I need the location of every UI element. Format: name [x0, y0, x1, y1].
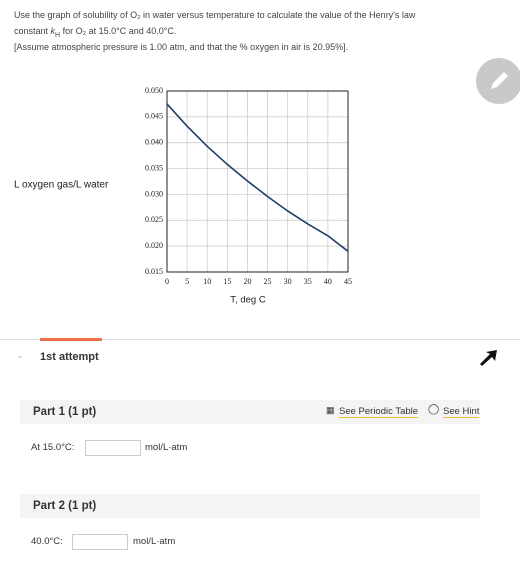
x-axis-label: T, deg C: [230, 295, 266, 306]
arrow-icon[interactable]: [478, 348, 500, 366]
plot-area: [167, 91, 348, 272]
x-tick-label: 5: [185, 277, 189, 286]
x-tick-label: 40: [324, 277, 332, 286]
y-tick-label: 0.040: [145, 138, 163, 147]
text: k: [50, 26, 56, 36]
hint-link[interactable]: See Hint: [443, 406, 480, 418]
y-axis-label: L oxygen gas/L water: [14, 180, 109, 191]
part-header: [20, 400, 480, 424]
y-tick-label: 0.050: [145, 86, 163, 95]
part-title: Part 2 (1 pt): [33, 500, 97, 512]
text: constant: [14, 26, 51, 36]
plot-border: [166, 90, 349, 273]
attempt-label: 1st attempt: [40, 351, 99, 363]
answer-unit: mol/L·atm: [133, 536, 176, 547]
chart: L oxygen gas/L water T, deg C 0.015 0.020…: [14, 86, 352, 306]
question-line: Use the graph of solubility of O₂ in wat…: [14, 10, 416, 20]
periodic-icon: ▦: [326, 405, 335, 415]
answer-prompt: 40.0°C:: [31, 536, 63, 547]
question-line: constant kH for O₂ at 15.0°C and 40.0°C.: [14, 26, 176, 39]
x-tick-label: 35: [304, 277, 312, 286]
x-tick-label: 20: [243, 277, 251, 286]
answer-prompt: At 15.0°C:: [31, 442, 75, 453]
y-tick-label: 0.045: [145, 112, 163, 121]
y-tick-label: 0.020: [145, 241, 163, 250]
data-line: [166, 103, 349, 252]
text: H: [55, 31, 61, 39]
x-tick-label: 45: [344, 277, 352, 286]
y-tick-label: 0.015: [145, 267, 163, 276]
part-header: [20, 494, 480, 518]
part-title: Part 1 (1 pt): [33, 406, 97, 418]
hint-icon: ◯: [428, 404, 440, 415]
x-tick-label: 10: [203, 277, 211, 286]
x-tick-label: 0: [165, 277, 169, 286]
y-tick-label: 0.025: [145, 215, 163, 224]
edit-button[interactable]: [476, 58, 520, 104]
divider: [0, 339, 520, 340]
answer-input[interactable]: [85, 440, 141, 456]
periodic-link[interactable]: See Periodic Table: [339, 406, 419, 418]
x-tick-label: 30: [284, 277, 292, 286]
answer-unit: mol/L·atm: [145, 442, 188, 453]
y-tick-label: 0.030: [145, 189, 163, 198]
pencil-icon: [491, 72, 508, 89]
text: for O₂ at 15.0°C and 40.0°C.: [60, 26, 177, 36]
collapse-chevron[interactable]: ⌄: [16, 350, 24, 360]
tab-indicator: [40, 338, 102, 341]
y-tick-label: 0.035: [145, 163, 163, 172]
question-line: [Assume atmospheric pressure is 1.00 atm…: [14, 42, 349, 52]
x-tick-label: 25: [264, 277, 272, 286]
x-tick-label: 15: [223, 277, 231, 286]
answer-input[interactable]: [72, 534, 128, 550]
